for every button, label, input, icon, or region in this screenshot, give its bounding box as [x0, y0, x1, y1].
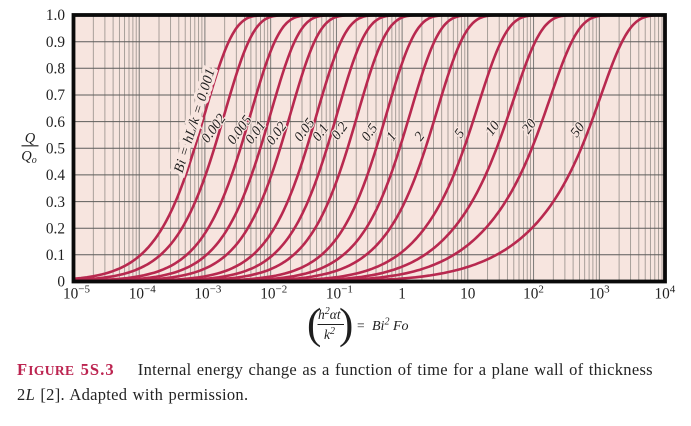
- svg-text:103: 103: [589, 284, 610, 303]
- svg-text:104: 104: [655, 284, 676, 303]
- svg-text:=: =: [357, 318, 365, 333]
- svg-text:(: (: [307, 301, 321, 348]
- svg-text:0.6: 0.6: [46, 114, 65, 131]
- svg-text:10: 10: [460, 286, 476, 303]
- svg-text:0.4: 0.4: [46, 167, 65, 184]
- svg-text:0.9: 0.9: [46, 34, 65, 51]
- svg-text:1: 1: [398, 286, 406, 303]
- svg-text:h2αt: h2αt: [318, 306, 342, 322]
- svg-text:10−3: 10−3: [194, 284, 222, 303]
- svg-text:k2: k2: [324, 326, 335, 342]
- svg-text:0.2: 0.2: [46, 220, 65, 237]
- svg-text:Bi2 Fo: Bi2 Fo: [372, 317, 409, 335]
- svg-text:10−5: 10−5: [63, 284, 91, 303]
- svg-text:102: 102: [523, 284, 544, 303]
- svg-text:10−1: 10−1: [326, 284, 353, 303]
- svg-text:10−4: 10−4: [129, 284, 157, 303]
- svg-text:0.1: 0.1: [46, 247, 65, 264]
- svg-text:1.0: 1.0: [46, 7, 65, 24]
- svg-text:Qo: Qo: [21, 149, 36, 167]
- svg-text:0.8: 0.8: [46, 61, 65, 78]
- svg-text:): ): [339, 301, 353, 348]
- svg-text:10−2: 10−2: [260, 284, 287, 303]
- svg-text:0.3: 0.3: [46, 194, 65, 211]
- svg-text:0: 0: [57, 274, 65, 291]
- svg-text:Q: Q: [25, 131, 36, 147]
- svg-text:0.7: 0.7: [46, 87, 65, 104]
- svg-text:0.5: 0.5: [46, 140, 65, 157]
